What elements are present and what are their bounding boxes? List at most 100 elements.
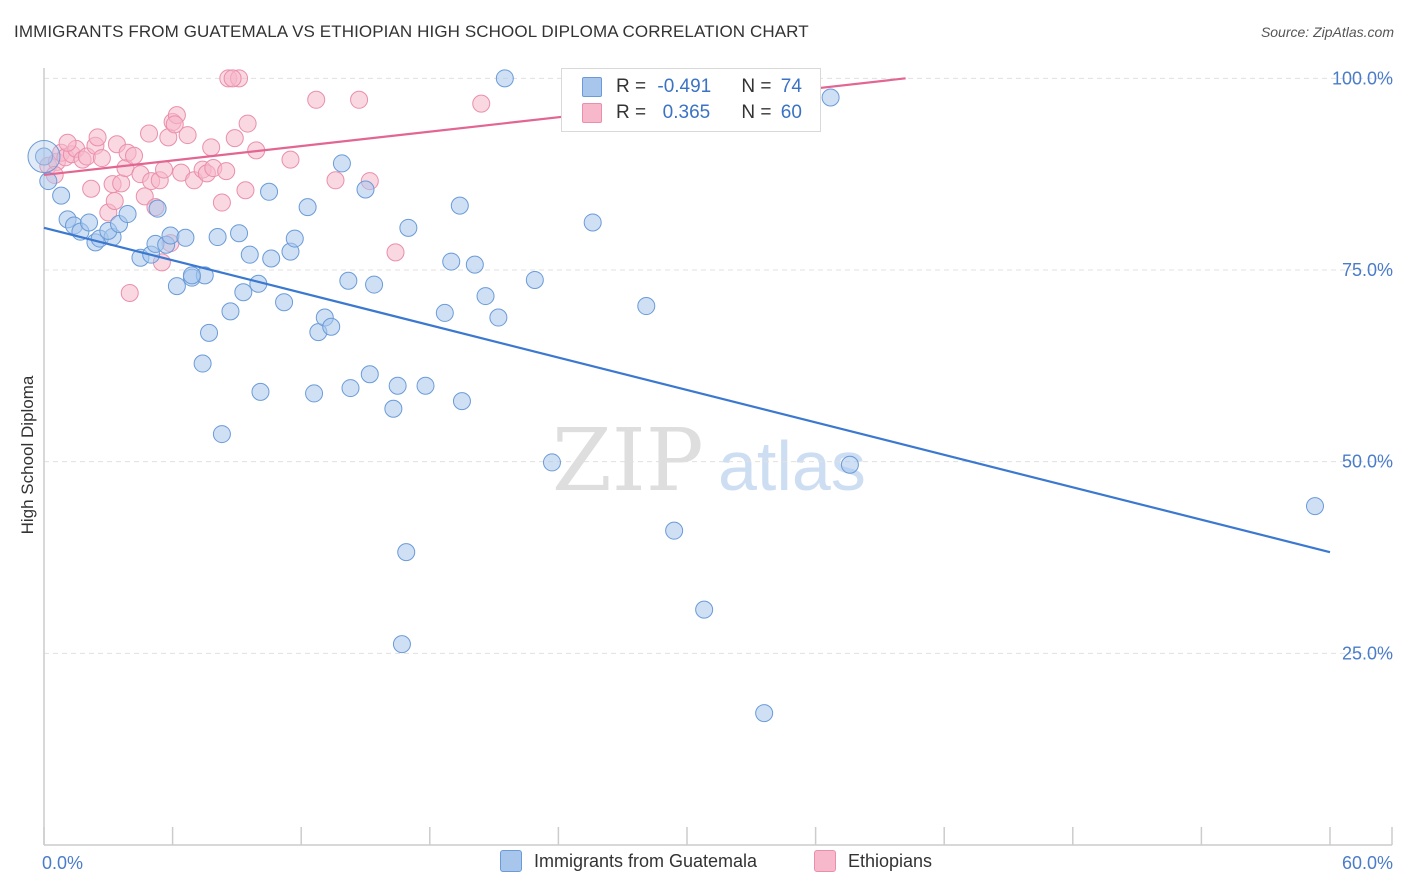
ethiopians-point [88,128,107,147]
ethiopians-point [307,90,326,109]
guatemala-point [52,186,71,205]
guatemala-point [167,277,186,296]
guatemala-point [542,453,561,472]
guatemala-point [275,293,294,312]
guatemala-point [755,704,774,723]
y-tick-label: 75.0% [1342,260,1393,280]
guatemala-point-cluster [27,140,61,174]
guatemala-point [251,382,270,401]
guatemala-point [298,198,317,217]
guatemala-point [260,182,279,201]
ethiopians-point [386,243,405,262]
ethiopians-point [326,171,345,190]
stats-legend: R = -0.491 N = 74 R = 0.365 N = 60 [561,68,821,132]
ethiopians-point [125,146,144,165]
ethiopians-point [140,124,159,143]
guatemala-point [384,399,403,418]
guatemala-point [495,69,514,88]
guatemala-point [360,365,379,384]
series-legend-swatch-ethiopians [814,850,836,872]
guatemala-point [221,302,240,321]
legend-r-label: R = [616,76,652,97]
legend-r-value: 0.365 [657,102,711,123]
y-tick-label: 100.0% [1332,68,1393,88]
guatemala-point [208,228,227,247]
legend-swatch-guatemala [582,77,602,97]
guatemala-point [1305,497,1324,516]
ethiopians-point [238,114,257,133]
guatemala-point [399,218,418,237]
legend-r-label: R = [616,102,652,123]
ethiopians-point [58,133,77,152]
guatemala-point [148,199,167,218]
guatemala-point [118,205,137,224]
legend-n-label: N = [741,76,777,97]
ethiopians-point [212,193,231,212]
watermark-zip: ZIP [552,411,704,511]
legend-n-value: 60 [780,102,802,123]
ethiopians-point [120,284,139,302]
guatemala-point [583,213,602,232]
guatemala-point [230,224,249,243]
guatemala-point [388,376,407,395]
guatemala-point [262,249,281,268]
x-tick-label-min: 0.0% [42,853,83,873]
legend-row-ethiopians: R = 0.365 N = 60 [582,100,802,126]
legend-swatch-ethiopians [582,103,602,123]
guatemala-point [637,297,656,316]
guatemala-point [452,392,471,411]
legend-row-guatemala: R = -0.491 N = 74 [582,74,802,100]
watermark: ZIP atlas [552,411,866,511]
series-legend-ethiopians: Ethiopians [814,850,932,872]
guatemala-point [332,154,351,173]
legend-n-label: N = [741,102,777,123]
y-tick-label: 25.0% [1342,643,1393,663]
legend-n-value: 74 [780,76,802,97]
guatemala-point [840,455,859,474]
ethiopians-point [281,150,300,169]
series-legend-guatemala: Immigrants from Guatemala [500,850,757,872]
legend-r-value: -0.491 [657,76,712,97]
chart-title: IMMIGRANTS FROM GUATEMALA VS ETHIOPIAN H… [14,22,809,41]
guatemala-point [695,600,714,619]
guatemala-point [341,379,360,398]
ethiopians-point [112,174,131,193]
guatemala-point [182,266,201,285]
y-tick-label: 50.0% [1342,452,1393,472]
ethiopians-point [472,94,491,113]
guatemala-point [240,245,259,264]
guatemala-point [450,196,469,215]
series-legend-label: Ethiopians [848,850,933,871]
ethiopians-point [92,149,111,168]
guatemala-point [365,275,384,294]
ethiopians-point [223,69,242,88]
ethiopians-point [350,90,369,109]
guatemala-point [161,226,180,245]
guatemala-point [392,635,411,654]
ethiopians-point [236,181,255,200]
guatemala-point [435,303,454,322]
guatemala-point [416,376,435,395]
guatemala-point [322,317,341,336]
guatemala-point [397,543,416,562]
guatemala-point [476,287,495,306]
ethiopians-point [178,126,197,145]
guatemala-point [525,270,544,289]
guatemala-point [356,180,375,199]
ethiopians-point [82,179,101,198]
ethiopians-point [225,129,244,148]
guatemala-point [193,354,212,373]
guatemala-point [442,252,461,271]
series-legend-swatch-guatemala [500,850,522,872]
ethiopians-point [105,192,124,210]
series-legend: Immigrants from Guatemala Ethiopians [0,850,1406,878]
guatemala-point [212,425,231,444]
guatemala-point [339,271,358,290]
guatemala-point [821,88,840,107]
guatemala-point [80,213,99,232]
x-tick-label-max: 60.0% [1342,853,1393,873]
guatemala-point [465,255,484,274]
guatemala-point [35,147,53,166]
guatemala-point [200,323,219,342]
